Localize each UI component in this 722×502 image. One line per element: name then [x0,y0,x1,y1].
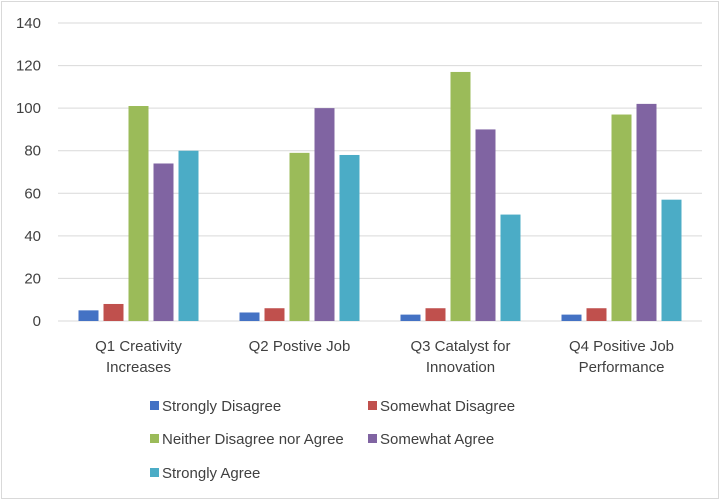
bar-neither-disagree-nor-agree-q3 [450,71,471,321]
x-category-label: Performance [579,359,665,376]
y-tick-label: 0 [33,313,41,330]
y-tick-label: 120 [16,58,41,75]
y-tick-label: 80 [24,143,41,160]
bar-strongly-disagree-q3 [400,314,421,321]
legend-label: Strongly Disagree [162,398,281,415]
x-category-label: Q4 Positive Job [569,338,674,355]
y-axis-ticks: 0 20 40 60 80 100 120 140 [16,15,41,330]
bar-somewhat-disagree-q3 [425,308,446,321]
bar-neither-disagree-nor-agree-q2 [289,152,310,321]
bar-somewhat-disagree-q1 [103,303,124,321]
bar-strongly-agree-q2 [339,154,360,321]
bar-somewhat-agree-q3 [475,129,496,321]
legend-swatch [150,468,159,477]
bar-somewhat-disagree-q2 [264,308,285,321]
y-tick-label: 40 [24,228,41,245]
legend-label: Strongly Agree [162,465,260,482]
y-tick-label: 100 [16,100,41,117]
x-category-label: Q1 Creativity [95,338,182,355]
bar-somewhat-agree-q2 [314,108,335,322]
x-category-label: Q3 Catalyst for [410,338,510,355]
bar-somewhat-agree-q1 [153,163,174,321]
bar-somewhat-agree-q4 [636,103,657,321]
legend-swatch [150,434,159,443]
bar-strongly-agree-q1 [178,150,199,321]
y-tick-label: 140 [16,15,41,32]
bar-strongly-disagree-q2 [239,312,260,321]
bar-somewhat-disagree-q4 [586,308,607,321]
x-axis-labels: Q1 Creativity Increases Q2 Postive Job Q3 C… [95,338,674,376]
legend-swatch [150,401,159,410]
bar-neither-disagree-nor-agree-q1 [128,106,149,321]
legend-swatch [368,434,377,443]
x-category-label: Q2 Postive Job [249,338,351,355]
bar-neither-disagree-nor-agree-q4 [611,114,632,322]
y-tick-label: 20 [24,270,41,287]
legend-label: Neither Disagree nor Agree [162,431,344,448]
y-tick-label: 60 [24,185,41,202]
bar-strongly-disagree-q1 [78,310,99,321]
bars [78,71,682,322]
legend-swatch [368,401,377,410]
x-category-label: Increases [106,359,171,376]
bar-strongly-agree-q4 [661,199,682,321]
bar-strongly-disagree-q4 [561,314,582,321]
legend-label: Somewhat Disagree [380,398,515,415]
bar-strongly-agree-q3 [500,214,521,321]
legend: Strongly Disagree Somewhat Disagree Neithe… [150,398,515,482]
legend-label: Somewhat Agree [380,431,494,448]
x-category-label: Innovation [426,359,495,376]
